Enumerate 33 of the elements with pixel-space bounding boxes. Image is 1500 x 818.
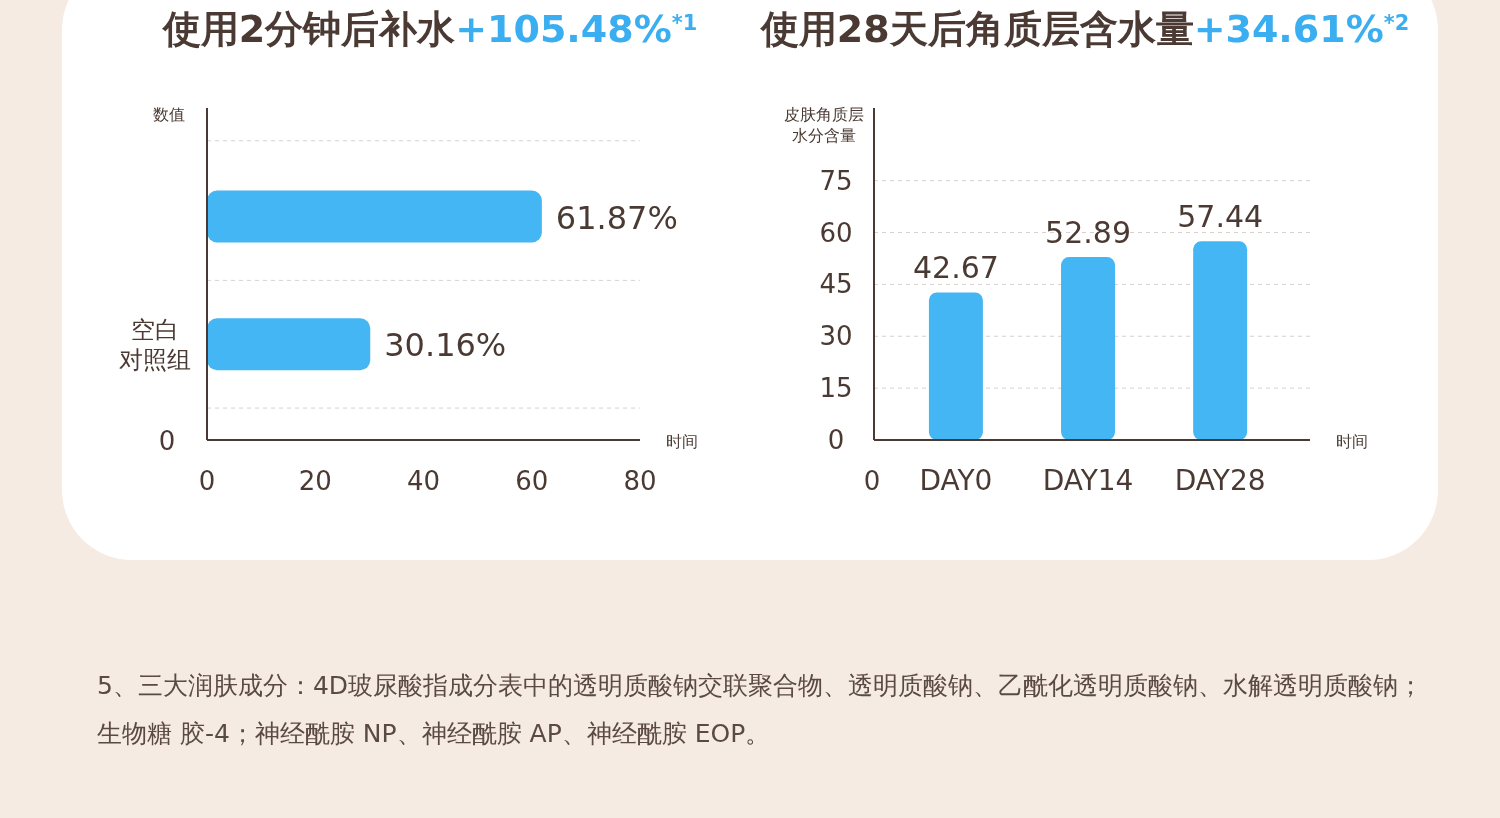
chart-subtitle: +34.61%$^{*2}$ [1193,7,1410,51]
data-label: 52.89 [1045,215,1131,251]
data-label: 61.87% [555,198,678,237]
y-tick-label: 75 [819,165,853,196]
bar [928,292,983,440]
chart-title: 使用28天后角质层含水量 [758,7,1194,51]
x-axis-title: 时间 [666,432,698,451]
y-tick-label: 60 [819,217,853,248]
y-tick-label: 空白对照组 [119,316,191,375]
x-tick-label: 80 [623,466,657,496]
bar [1061,257,1116,440]
x-tick-label: 40 [406,466,441,496]
data-label: 42.67 [912,250,999,286]
x-tick-label: 0 [198,466,216,496]
y-tick-label: 30 [819,321,853,352]
text: 5、三大润肤成分：4D玻尿酸指成分表中的透明质酸钠交联聚合物、透明质酸钠、乙酰化透明质酸钠、水解透明质酸钠；生物糖 胶-4；神经酰胺 NP、神经酰胺 AP、神经酰胺 EOP。 [97,670,1425,750]
text: 0 [158,426,176,456]
y-tick-label: 45 [819,269,853,300]
x-tick-label: DAY14 [1042,464,1134,497]
data-label: 57.44 [1177,199,1264,235]
x-tick-label: 20 [298,466,332,496]
y-tick-label: 15 [819,373,853,404]
y-axis-title: 数值 [153,105,185,124]
x-tick-label: DAY28 [1174,464,1266,497]
x-tick-label: 60 [515,466,549,496]
chart-subtitle: +105.48%$^{*1}$ [455,7,698,51]
y-axis-title: 皮肤角质层水分含量 [784,105,864,145]
x-tick-label: DAY0 [919,464,993,497]
y-tick-label: 0 [827,425,845,455]
x-axis-title: 时间 [1336,432,1368,451]
chart-title: 使用2分钟后补水 [160,7,456,51]
bar [1193,241,1248,440]
data-label: 30.16% [384,326,507,365]
